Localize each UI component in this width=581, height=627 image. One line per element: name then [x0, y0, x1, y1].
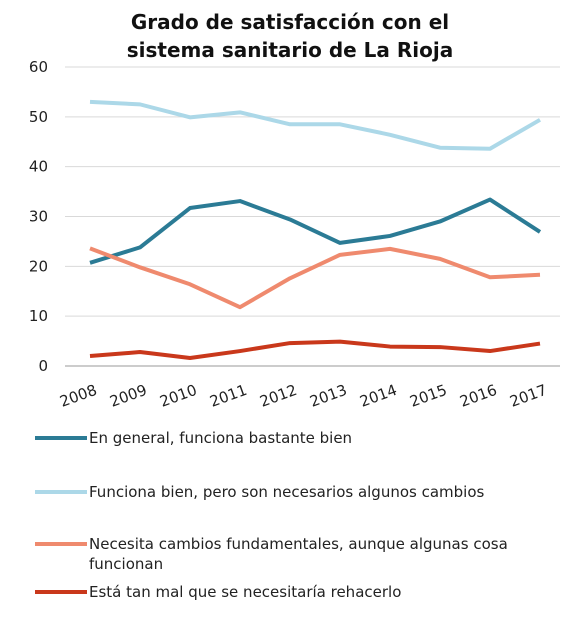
chart: 0 10 20 30 40 50 60 2008 2009 2010 2011 2012 2013 201… [29, 58, 560, 411]
series-line [89, 339, 541, 361]
y-tick-label: 40 [29, 158, 48, 176]
x-tick-label: 2008 [57, 381, 99, 411]
legend-label: Funciona bien, pero son necesarios algun… [89, 483, 485, 501]
x-tick-label: 2011 [207, 381, 249, 411]
x-tick-label: 2009 [107, 381, 149, 411]
legend-label: Está tan mal que se necesitaría rehacerl… [89, 583, 402, 601]
y-tick-label: 50 [29, 108, 48, 126]
legend-label: Necesita cambios fundamentales, aunque a… [89, 535, 508, 573]
x-tick-label: 2010 [157, 381, 199, 411]
x-tick-label: 2013 [307, 381, 349, 411]
legend-item: Está tan mal que se necesitaría rehacerl… [35, 582, 575, 602]
y-tick-label: 10 [29, 307, 48, 325]
legend-swatch [35, 490, 87, 494]
x-tick-label: 2017 [507, 381, 549, 411]
legend-item: Funciona bien, pero son necesarios algun… [35, 482, 575, 502]
y-tick-label: 0 [38, 357, 48, 375]
y-tick-label: 30 [29, 208, 48, 226]
legend-swatch [35, 436, 87, 440]
x-tick-label: 2012 [257, 381, 299, 411]
series-line [89, 197, 542, 265]
series-line [89, 246, 541, 310]
series-line [89, 99, 542, 151]
x-tick-label: 2015 [407, 381, 449, 411]
legend-swatch [35, 542, 87, 546]
y-tick-label: 60 [29, 58, 48, 76]
x-tick-label: 2014 [357, 381, 399, 411]
legend-item: Necesita cambios fundamentales, aunque a… [35, 534, 575, 574]
x-tick-label: 2016 [457, 381, 499, 411]
y-tick-label: 20 [29, 257, 48, 275]
legend-swatch [35, 590, 87, 594]
chart-title: Grado de satisfacción con el sistema san… [126, 10, 454, 62]
legend-label: En general, funciona bastante bien [89, 429, 353, 447]
legend-item: En general, funciona bastante bien [35, 428, 575, 448]
